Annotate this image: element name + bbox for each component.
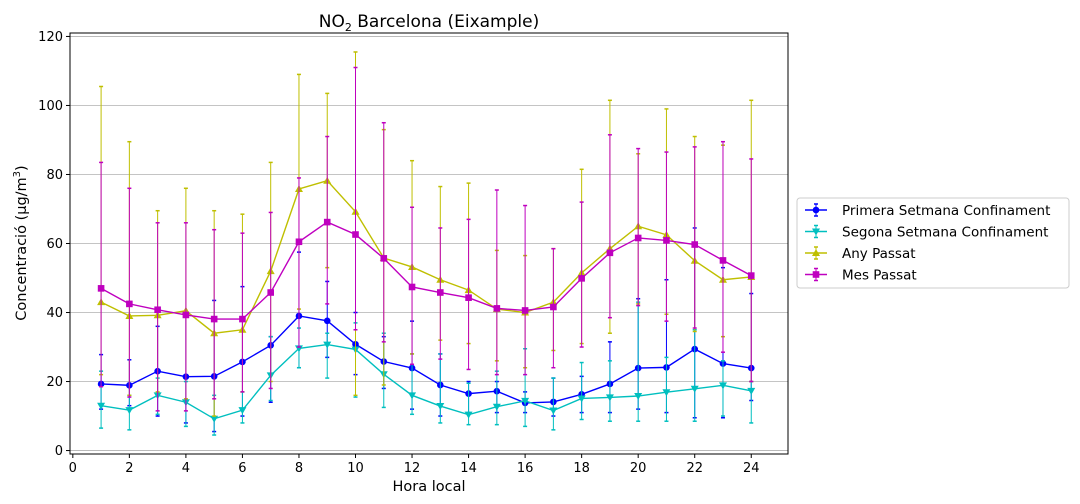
data-point [97,402,106,410]
series-layer [97,51,756,436]
x-tick-label: 20 [630,461,647,476]
data-point [239,315,246,323]
legend-marker [812,271,820,278]
data-point [154,306,161,314]
gridlines [70,36,788,451]
y-tick-label: 40 [46,306,63,321]
data-point [238,407,247,415]
data-point [719,257,727,264]
data-point [521,397,530,405]
data-point [267,289,275,296]
data-point [663,237,670,244]
data-point [606,249,614,257]
data-point [464,411,473,419]
y-axis-label: Concentració (µg/m3) [12,165,30,320]
x-tick-label: 16 [517,461,534,476]
data-point [323,317,331,325]
legend-label: Segona Setmana Confinament [842,225,1048,241]
data-point [126,300,133,308]
x-axis-label: Hora local [392,479,465,495]
data-point [691,241,699,248]
data-point [437,289,444,296]
data-point [492,403,501,411]
data-point [465,294,472,301]
data-point [323,218,331,226]
legend-marker [812,249,820,256]
legend-label: Any Passat [842,246,916,262]
data-point [690,385,699,393]
legend-marker [812,228,820,236]
x-tick-label: 8 [295,461,303,476]
legend-label: Mes Passat [842,268,917,284]
data-point [634,234,642,242]
data-point [210,315,218,323]
data-point [125,407,134,415]
data-point [210,415,219,423]
data-point [747,387,756,395]
series-square [97,66,755,412]
x-tick-label: 18 [573,461,590,476]
x-tick-label: 10 [347,461,364,476]
data-point [578,275,585,282]
data-point [408,392,417,400]
x-tick-label: 12 [404,461,421,476]
data-point [634,393,643,401]
x-tick-label: 14 [460,461,477,476]
series-line [100,343,752,420]
series-line [101,315,752,404]
legend-label: Primera Setmana Confinament [842,203,1050,219]
data-point [662,389,671,397]
data-point [549,407,558,415]
data-point [295,238,303,246]
data-point [605,394,614,402]
x-tick-label: 6 [238,461,246,476]
data-point [97,285,105,292]
legend: Primera Setmana Confinament Segona Setman… [796,197,1070,289]
data-point [577,395,586,403]
data-point [323,341,332,349]
x-tick-label: 22 [686,461,703,476]
data-point [408,283,416,291]
x-tick-label: 4 [182,461,190,476]
data-point [747,272,755,279]
series-triangle-down [97,301,756,436]
legend-box [796,197,1070,289]
series-line [100,221,752,320]
data-point [352,231,359,238]
legend-marker [812,206,820,214]
y-tick-label: 80 [46,168,63,183]
data-point [182,311,190,319]
y-tick-label: 60 [46,237,63,252]
x-tick-label: 2 [125,461,133,476]
y-tick-label: 100 [38,99,63,114]
chart-title: NO2 Barcelona (Eixample) [319,12,539,34]
series-line [100,179,752,334]
data-point [521,307,529,314]
y-tick-label: 20 [46,375,63,390]
y-tick-label: 120 [38,30,63,45]
x-tick-label: 24 [743,461,760,476]
data-point [550,303,557,311]
y-tick-label: 0 [55,444,63,459]
data-point [436,403,445,411]
data-point [718,382,727,390]
x-tick-label: 0 [69,461,77,476]
data-point [380,255,388,262]
data-point [493,305,501,312]
